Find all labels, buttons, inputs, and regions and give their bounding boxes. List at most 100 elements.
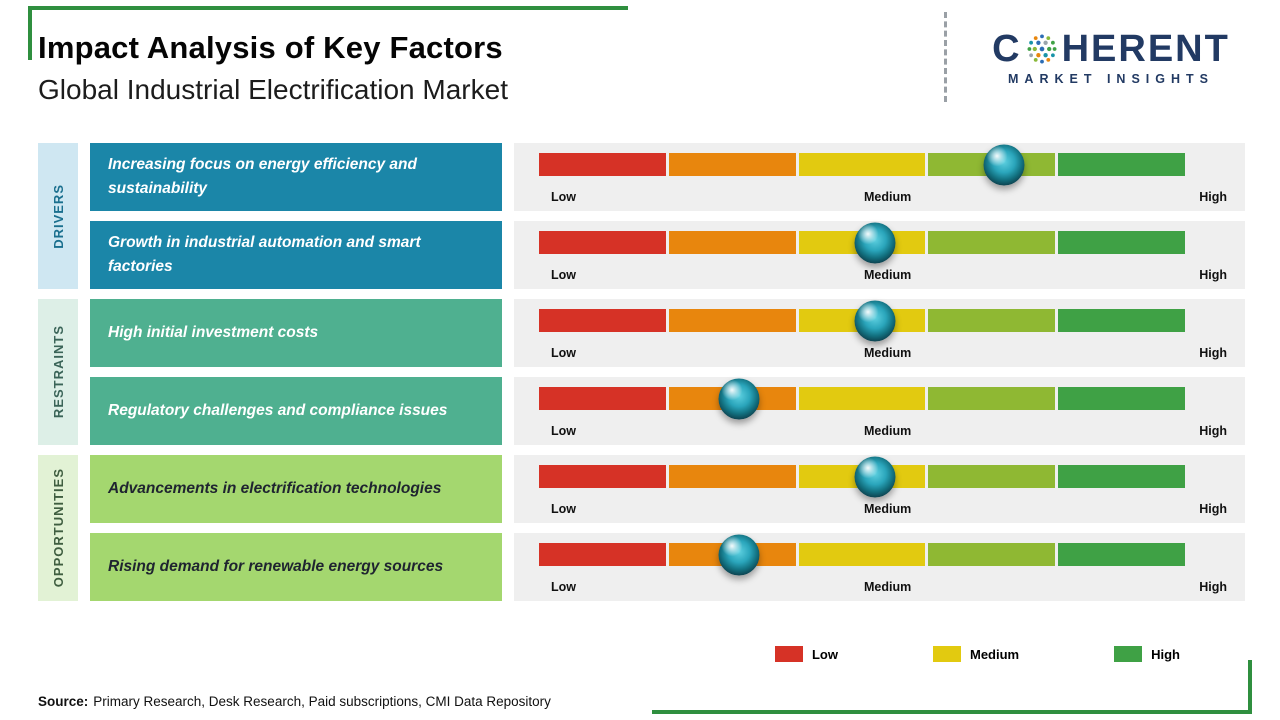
factor-label: Increasing focus on energy efficiency an… — [108, 155, 417, 197]
category-label: DRIVERS — [50, 183, 66, 249]
scale-label-low: Low — [551, 190, 576, 204]
scale-segment-high — [1058, 387, 1185, 410]
impact-scale-panel: Low Medium High — [514, 299, 1245, 367]
scale-segment-low-medium — [668, 231, 796, 254]
impact-scale-panel: Low Medium High — [514, 377, 1245, 445]
impact-marker — [854, 456, 896, 497]
scale-segment-medium-high — [928, 309, 1056, 332]
scale-label-high: High — [1199, 580, 1227, 594]
factor-label: Regulatory challenges and compliance iss… — [108, 401, 448, 419]
impact-marker — [854, 222, 896, 263]
scale-label-low: Low — [551, 268, 576, 282]
scale-segment-medium-high — [928, 231, 1056, 254]
factor-box: Advancements in electrification technolo… — [90, 455, 502, 523]
scale-segment-medium — [798, 153, 926, 176]
logo-letters-herent: HERENT — [1061, 28, 1230, 70]
impact-marker — [983, 144, 1025, 185]
dotted-globe-o-icon — [1024, 31, 1060, 67]
scale-labels: Low Medium High — [551, 580, 1227, 594]
impact-scale-bar — [539, 378, 1185, 419]
impact-scale-bar — [539, 534, 1185, 575]
header-dashed-divider — [944, 12, 947, 102]
scale-segment-medium — [798, 543, 926, 566]
scale-segment-low-medium — [668, 309, 796, 332]
scale-labels: Low Medium High — [551, 346, 1227, 360]
factor-label: High initial investment costs — [108, 323, 319, 341]
factor-label: Advancements in electrification technolo… — [108, 479, 442, 497]
scale-labels: Low Medium High — [551, 268, 1227, 282]
scale-label-high: High — [1199, 502, 1227, 516]
scale-labels: Low Medium High — [551, 502, 1227, 516]
scale-segment-low-medium — [668, 153, 796, 176]
scale-label-low: Low — [551, 580, 576, 594]
legend-swatch-medium — [932, 646, 961, 662]
bottom-right-accent-line-vertical — [1248, 660, 1252, 714]
category-restraints: RESTRAINTS — [38, 299, 78, 445]
scale-segment-high — [1058, 153, 1185, 176]
category-label: RESTRAINTS — [50, 325, 66, 419]
scale-label-medium: Medium — [863, 580, 912, 594]
scale-segment-low-medium — [668, 465, 796, 488]
legend-label-medium: Medium — [969, 646, 1020, 662]
impact-matrix: DRIVERS RESTRAINTS OPPORTUNITIES Increas… — [38, 143, 1245, 601]
impact-scale-panel: Low Medium High — [514, 455, 1245, 523]
top-left-accent-line-vertical — [28, 6, 32, 60]
factor-box: High initial investment costs — [90, 299, 502, 367]
category-opportunities: OPPORTUNITIES — [38, 455, 78, 601]
scale-label-medium: Medium — [863, 424, 912, 438]
scale-segment-high — [1058, 231, 1185, 254]
impact-scale-panel: Low Medium High — [514, 221, 1245, 289]
source-note: Source: Primary Research, Desk Research, … — [38, 694, 551, 709]
impact-legend: Low Medium High — [774, 646, 1180, 662]
scale-label-medium: Medium — [863, 502, 912, 516]
scale-segment-medium-high — [928, 465, 1056, 488]
legend-label-high: High — [1151, 646, 1180, 662]
factor-box: Regulatory challenges and compliance iss… — [90, 377, 502, 445]
impact-marker — [718, 378, 760, 419]
scale-segment-high — [1058, 309, 1185, 332]
legend-label-low: Low — [811, 646, 838, 662]
impact-scale-bar — [539, 300, 1185, 341]
source-label: Source: — [38, 694, 89, 709]
header: Impact Analysis of Key Factors Global In… — [38, 30, 798, 106]
legend-item-medium: Medium — [932, 646, 1020, 662]
scale-segment-low — [539, 153, 666, 176]
factor-box: Rising demand for renewable energy sourc… — [90, 533, 502, 601]
scale-label-medium: Medium — [863, 346, 912, 360]
scale-segment-low — [539, 309, 666, 332]
scale-label-low: Low — [551, 502, 576, 516]
impact-scale-bar — [539, 456, 1185, 497]
scale-segment-low — [539, 465, 666, 488]
page-subtitle: Global Industrial Electrification Market — [38, 74, 508, 105]
scale-segment-low — [539, 387, 666, 410]
impact-scale-bar — [539, 222, 1185, 263]
scale-segment-low — [539, 543, 666, 566]
legend-swatch-low — [774, 646, 803, 662]
source-text: Primary Research, Desk Research, Paid su… — [93, 694, 551, 709]
factor-label: Growth in industrial automation and smar… — [108, 233, 421, 275]
scale-segment-medium-high — [928, 387, 1056, 410]
scale-label-high: High — [1199, 190, 1227, 204]
scale-labels: Low Medium High — [551, 190, 1227, 204]
category-drivers: DRIVERS — [38, 143, 78, 289]
factor-box: Increasing focus on energy efficiency an… — [90, 143, 502, 211]
impact-marker — [854, 300, 896, 341]
logo-tagline: MARKET INSIGHTS — [1008, 72, 1214, 86]
impact-scale-panel: Low Medium High — [514, 533, 1245, 601]
impact-scale-bar — [539, 144, 1185, 185]
scale-segment-medium — [798, 387, 926, 410]
scale-segment-high — [1058, 465, 1185, 488]
top-left-accent-line — [28, 6, 628, 10]
legend-swatch-high — [1114, 646, 1143, 662]
legend-item-low: Low — [774, 646, 838, 662]
scale-label-low: Low — [551, 424, 576, 438]
impact-marker — [718, 534, 760, 575]
scale-segment-high — [1058, 543, 1185, 566]
category-label: OPPORTUNITIES — [50, 468, 66, 588]
scale-label-medium: Medium — [863, 190, 912, 204]
bottom-right-accent-line — [652, 710, 1252, 714]
factor-label: Rising demand for renewable energy sourc… — [108, 557, 444, 575]
logo-wordmark: C — [966, 30, 1256, 68]
scale-label-high: High — [1199, 268, 1227, 282]
